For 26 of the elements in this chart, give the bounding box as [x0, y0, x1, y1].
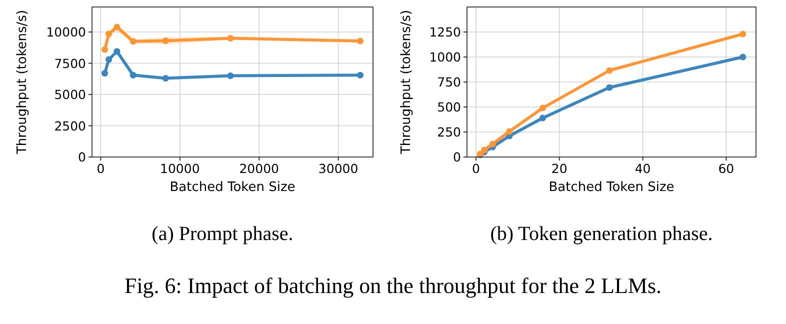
y-axis-title: Throughput (tokens/s) [15, 10, 30, 156]
x-tick-label: 0 [96, 161, 105, 176]
y-tick-label: 1250 [429, 24, 462, 40]
y-tick-label: 10000 [46, 24, 86, 40]
y-tick-label: 2500 [54, 118, 86, 134]
y-tick-label: 500 [437, 100, 462, 114]
y-axis-title: Throughput (tokens/s) [399, 10, 414, 156]
y-tick-label: 5000 [54, 87, 86, 102]
x-tick-label: 60 [718, 161, 734, 176]
y-tick-label: 750 [437, 74, 462, 90]
x-tick-label: 0 [472, 161, 480, 176]
x-axis-title: Batched Token Size [548, 180, 674, 195]
text: (b) Token generation phase. [490, 223, 713, 245]
x-tick-label: 40 [634, 161, 651, 176]
y-tick-label: 7500 [54, 56, 86, 71]
y-tick-label: 250 [437, 124, 462, 140]
x-tick-label: 20 [551, 161, 568, 176]
y-tick-label: 0 [453, 150, 462, 164]
x-tick-label: 10000 [160, 161, 200, 176]
x-tick-label: 20000 [239, 161, 280, 176]
text: (a) Prompt phase. [152, 223, 294, 245]
y-tick-label: 1000 [429, 50, 462, 64]
x-tick-label: 30000 [318, 161, 358, 176]
x-axis-title: Batched Token Size [170, 180, 296, 195]
y-tick-label: 0 [78, 150, 86, 164]
caption: Fig. 6: Impact of batching on the throughput for the 2 LLMs. [124, 273, 662, 298]
